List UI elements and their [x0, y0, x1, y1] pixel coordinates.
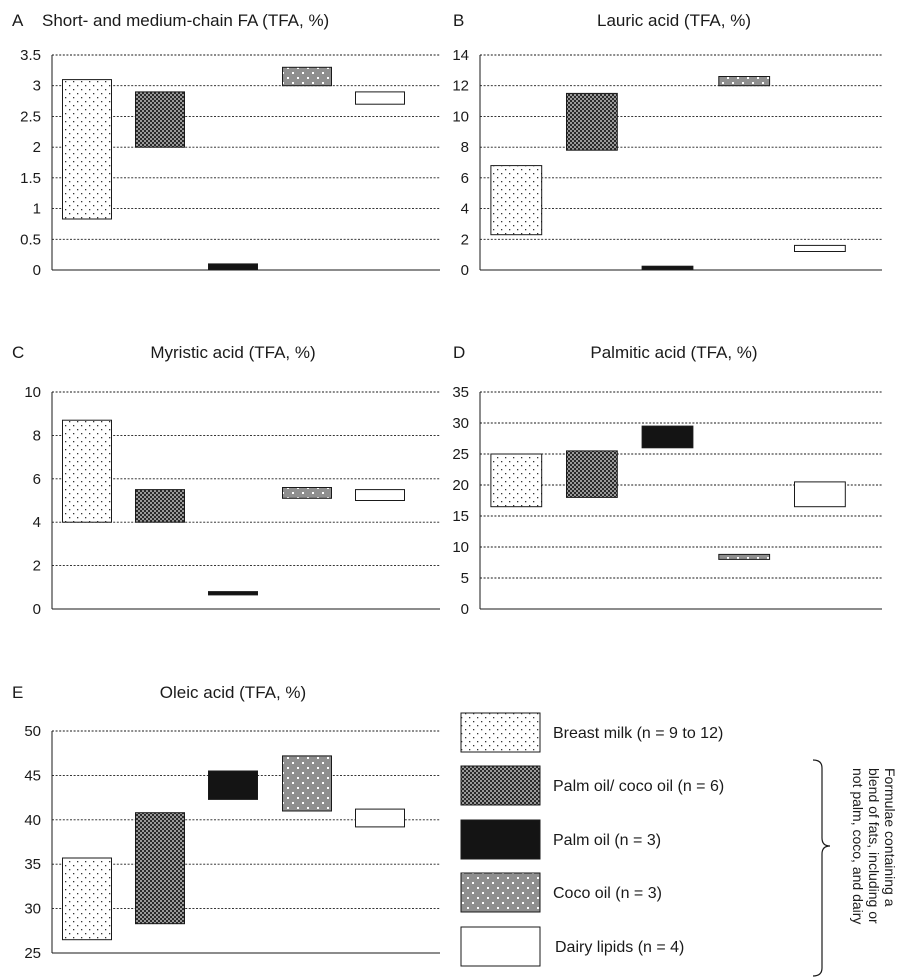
y-tick-label-d: 0: [461, 601, 469, 618]
y-tick-label-e: 45: [24, 767, 41, 784]
bar-a-palm-coco-oil: [135, 91, 185, 148]
y-tick-label-e: 35: [24, 856, 41, 873]
y-tick-label-b: 4: [461, 201, 469, 218]
bar-e-coco-oil: [282, 755, 332, 812]
panel-title-c: Myristic acid (TFA, %): [150, 343, 315, 362]
bar-b-coco-oil: [718, 76, 771, 87]
panel-letter-d: D: [453, 343, 465, 362]
panel-c: C Myristic acid (TFA, %) 0 2 4 6 8 10: [12, 343, 440, 618]
bar-b-palm-coco-oil: [566, 92, 618, 151]
bar-e-breast-milk: [62, 857, 112, 941]
y-tick-label-b: 12: [452, 78, 469, 95]
panel-title-e: Oleic acid (TFA, %): [160, 683, 306, 702]
bar-d-coco-oil: [718, 553, 771, 560]
legend-swatch-coco-oil: [460, 872, 541, 913]
y-tick-label-d: 5: [461, 570, 469, 587]
legend-label-palm-oil: Palm oil (n = 3): [553, 832, 661, 849]
y-tick-label-c: 8: [33, 427, 41, 444]
legend-label-palm-coco-oil: Palm oil/ coco oil (n = 6): [553, 778, 724, 795]
panel-title-a: Short- and medium-chain FA (TFA, %): [42, 11, 329, 30]
legend-swatch-breast-milk: [460, 712, 541, 753]
legend-label-coco-oil: Coco oil (n = 3): [553, 885, 662, 902]
panel-e: E Oleic acid (TFA, %) 25 30 35 40 45 50: [12, 683, 440, 962]
bar-d-palm-coco-oil: [566, 450, 618, 498]
bar-d-dairy-lipids: [794, 481, 846, 508]
legend-label-dairy-lipids: Dairy lipids (n = 4): [555, 939, 684, 956]
y-tick-label-b: 14: [452, 47, 469, 64]
y-tick-label-a: 1.5: [20, 170, 41, 187]
y-tick-label-a: 3: [33, 78, 41, 95]
bar-c-coco-oil: [282, 487, 332, 499]
panel-letter-a: A: [12, 11, 24, 30]
y-tick-label-d: 20: [452, 477, 469, 494]
bar-a-dairy-lipids: [355, 91, 405, 105]
bracket-note: Formulae containing a blend of fats, inc…: [850, 768, 897, 924]
y-tick-label-a: 0: [33, 262, 41, 279]
y-tick-label-a: 2.5: [20, 108, 41, 125]
bar-c-dairy-lipids: [355, 489, 405, 502]
legend-swatch-dairy-lipids: [460, 926, 541, 967]
bar-e-palm-oil: [208, 770, 258, 800]
bracket-note-line-2: blend of fats, including or: [866, 768, 882, 924]
panel-title-b: Lauric acid (TFA, %): [597, 11, 751, 30]
bar-d-breast-milk: [490, 453, 543, 508]
bar-c-palm-oil: [208, 591, 258, 596]
y-tick-label-d: 30: [452, 415, 469, 432]
bar-b-palm-oil: [641, 265, 694, 270]
y-tick-label-b: 6: [461, 170, 469, 187]
legend-swatch-palm-oil: [460, 819, 541, 860]
y-tick-label-d: 25: [452, 446, 469, 463]
bar-c-breast-milk: [62, 419, 112, 523]
panel-letter-c: C: [12, 343, 24, 362]
legend: Breast milk (n = 9 to 12) Palm oil/ coco…: [460, 712, 897, 977]
bar-d-palm-oil: [641, 425, 694, 449]
y-tick-label-e: 25: [24, 945, 41, 962]
y-tick-label-c: 10: [24, 384, 41, 401]
bar-b-dairy-lipids: [794, 244, 846, 252]
bar-a-breast-milk: [62, 79, 112, 220]
y-tick-label-c: 2: [33, 558, 41, 575]
y-tick-label-d: 15: [452, 508, 469, 525]
y-tick-label-c: 6: [33, 471, 41, 488]
legend-bracket: [812, 759, 831, 977]
y-tick-label-a: 0.5: [20, 231, 41, 248]
y-tick-label-b: 2: [461, 231, 469, 248]
y-tick-label-d: 35: [452, 384, 469, 401]
legend-label-breast-milk: Breast milk (n = 9 to 12): [553, 725, 723, 742]
y-tick-label-b: 10: [452, 108, 469, 125]
y-tick-label-c: 0: [33, 601, 41, 618]
bar-c-palm-coco-oil: [135, 489, 185, 523]
y-tick-label-e: 40: [24, 812, 41, 829]
legend-swatch-palm-coco-oil: [460, 765, 541, 806]
bar-a-palm-oil: [208, 263, 258, 271]
panel-b: B Lauric acid (TFA, %) 0 2 4 6 8 10 12 14: [452, 11, 882, 279]
panel-title-d: Palmitic acid (TFA, %): [590, 343, 757, 362]
y-tick-label-d: 10: [452, 539, 469, 556]
y-tick-label-b: 8: [461, 139, 469, 156]
y-tick-label-c: 4: [33, 514, 41, 531]
bar-e-palm-coco-oil: [135, 812, 185, 925]
y-tick-label-e: 30: [24, 901, 41, 918]
bar-e-dairy-lipids: [355, 808, 405, 828]
y-tick-label-b: 0: [461, 262, 469, 279]
panel-d: D Palmitic acid (TFA, %) 0 5 10 15 20 25 30 35: [452, 343, 882, 618]
bracket-note-line-1: Formulae containing a: [882, 768, 897, 907]
y-tick-label-a: 2: [33, 139, 41, 156]
y-tick-label-a: 1: [33, 201, 41, 218]
y-tick-label-a: 3.5: [20, 47, 41, 64]
panel-letter-b: B: [453, 11, 464, 30]
bracket-note-line-3: not palm, coco, and dairy: [850, 768, 866, 924]
panel-a: A Short- and medium-chain FA (TFA, %) 0 0…: [12, 11, 440, 279]
panel-letter-e: E: [12, 683, 23, 702]
bar-a-coco-oil: [282, 66, 332, 87]
y-tick-label-e: 50: [24, 723, 41, 740]
bar-b-breast-milk: [490, 165, 543, 236]
